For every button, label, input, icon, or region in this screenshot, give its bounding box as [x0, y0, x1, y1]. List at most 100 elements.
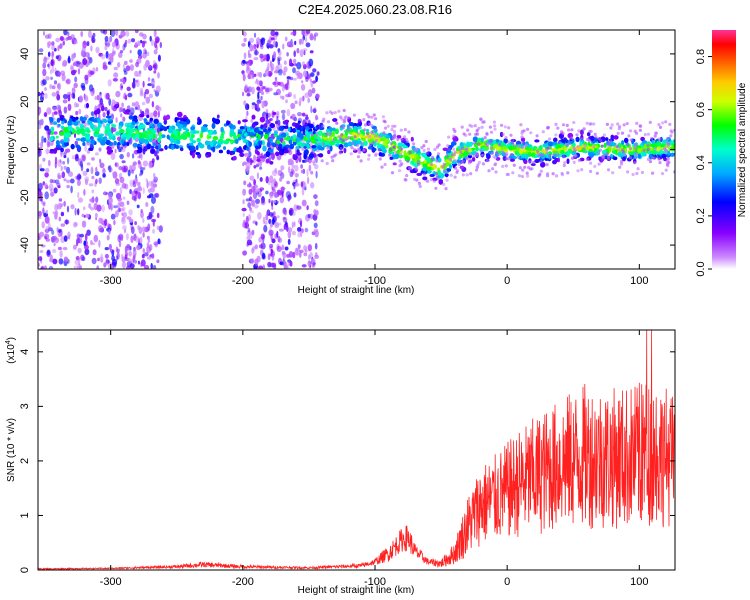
noise-speckle — [113, 128, 116, 132]
spectral-cell — [613, 135, 619, 140]
spectral-halo — [481, 162, 485, 166]
noise-speckle — [124, 39, 128, 45]
spectral-halo — [469, 172, 473, 176]
noise-speckle — [256, 163, 259, 168]
noise-speckle — [262, 86, 266, 90]
noise-speckle — [53, 242, 56, 247]
spectral-halo — [455, 169, 460, 173]
spectral-halo — [643, 133, 647, 137]
spectral-halo — [444, 169, 448, 173]
spectral-cell — [183, 118, 187, 123]
noise-speckle — [85, 51, 90, 58]
spectral-cell — [306, 133, 311, 139]
noise-speckle — [284, 246, 289, 251]
colorbar-ticks: 0.00.20.40.60.8 — [695, 49, 712, 277]
spectral-halo — [497, 143, 501, 147]
noise-speckle — [120, 30, 126, 37]
spectral-cell — [175, 140, 179, 144]
noise-speckle — [111, 41, 117, 48]
spectral-halo — [351, 141, 355, 146]
spectral-cell — [317, 145, 323, 151]
noise-speckle — [75, 110, 79, 116]
noise-speckle — [299, 229, 303, 238]
spectral-halo — [669, 134, 673, 138]
spectral-cell — [457, 156, 461, 161]
noise-speckle — [144, 112, 148, 116]
noise-speckle — [104, 106, 108, 112]
spectral-halo — [485, 159, 489, 163]
noise-speckle — [314, 242, 318, 250]
noise-speckle — [39, 231, 45, 238]
spectral-halo — [365, 132, 370, 136]
spectral-halo — [480, 153, 484, 157]
noise-speckle — [268, 198, 271, 204]
spectral-cell — [652, 144, 658, 149]
noise-speckle — [77, 68, 81, 75]
noise-speckle — [300, 220, 302, 228]
spectral-cell — [284, 125, 289, 129]
noise-speckle — [289, 171, 294, 178]
noise-speckle — [281, 83, 285, 92]
spectral-cell — [223, 140, 229, 145]
noise-speckle — [314, 254, 319, 259]
noise-speckle — [77, 208, 80, 216]
spectral-cell — [667, 150, 671, 156]
spectral-cell — [188, 142, 194, 146]
spectral-cell — [269, 123, 276, 129]
spectral-halo — [491, 167, 495, 171]
spectral-cell — [610, 134, 615, 140]
noise-speckle — [127, 257, 132, 263]
spectral-cell — [661, 153, 667, 159]
noise-speckle — [135, 236, 140, 243]
spectral-cell — [63, 141, 69, 147]
spectral-halo — [382, 131, 386, 135]
snr-ytick-label: 3 — [19, 403, 31, 409]
spectral-halo — [552, 153, 556, 157]
noise-speckle — [50, 188, 53, 196]
noise-speckle — [122, 116, 126, 122]
spectral-cell — [362, 137, 366, 142]
spectral-halo — [364, 123, 368, 127]
noise-speckle — [265, 86, 270, 95]
spectral-cell — [647, 150, 651, 155]
spectral-cell — [139, 113, 145, 118]
noise-speckle — [130, 226, 135, 234]
spectral-cell — [189, 150, 193, 156]
spectral-cell — [502, 145, 508, 151]
noise-speckle — [38, 124, 42, 130]
spectral-cell — [480, 137, 484, 143]
spectral-halo — [511, 138, 515, 142]
spectral-halo — [474, 132, 478, 136]
spectral-cell — [265, 151, 270, 158]
noise-speckle — [290, 102, 296, 110]
noise-speckle — [133, 188, 139, 194]
noise-speckle — [249, 210, 254, 214]
spectral-halo — [666, 137, 670, 141]
spectral-cell — [285, 144, 290, 149]
noise-speckle — [63, 235, 68, 242]
noise-speckle — [241, 70, 245, 74]
spectral-halo — [344, 115, 348, 119]
noise-speckle — [270, 181, 275, 189]
noise-speckle — [121, 212, 124, 216]
noise-speckle — [295, 178, 298, 184]
spectral-cell — [318, 153, 324, 158]
spectral-cell — [660, 143, 665, 148]
noise-speckle — [114, 178, 120, 185]
spectral-halo — [560, 171, 564, 176]
noise-speckle — [47, 227, 54, 232]
spectral-halo — [577, 129, 581, 133]
spectral-cell — [143, 146, 148, 152]
noise-speckle — [142, 33, 147, 40]
noise-speckle — [62, 93, 69, 100]
noise-speckle — [65, 219, 68, 225]
spectral-cell — [528, 147, 532, 152]
noise-speckle — [113, 205, 118, 209]
noise-speckle — [134, 178, 138, 185]
noise-speckle — [279, 196, 284, 204]
spectral-cell — [75, 138, 82, 141]
noise-speckle — [72, 53, 76, 59]
noise-speckle — [121, 261, 127, 269]
spectral-halo — [359, 159, 363, 163]
